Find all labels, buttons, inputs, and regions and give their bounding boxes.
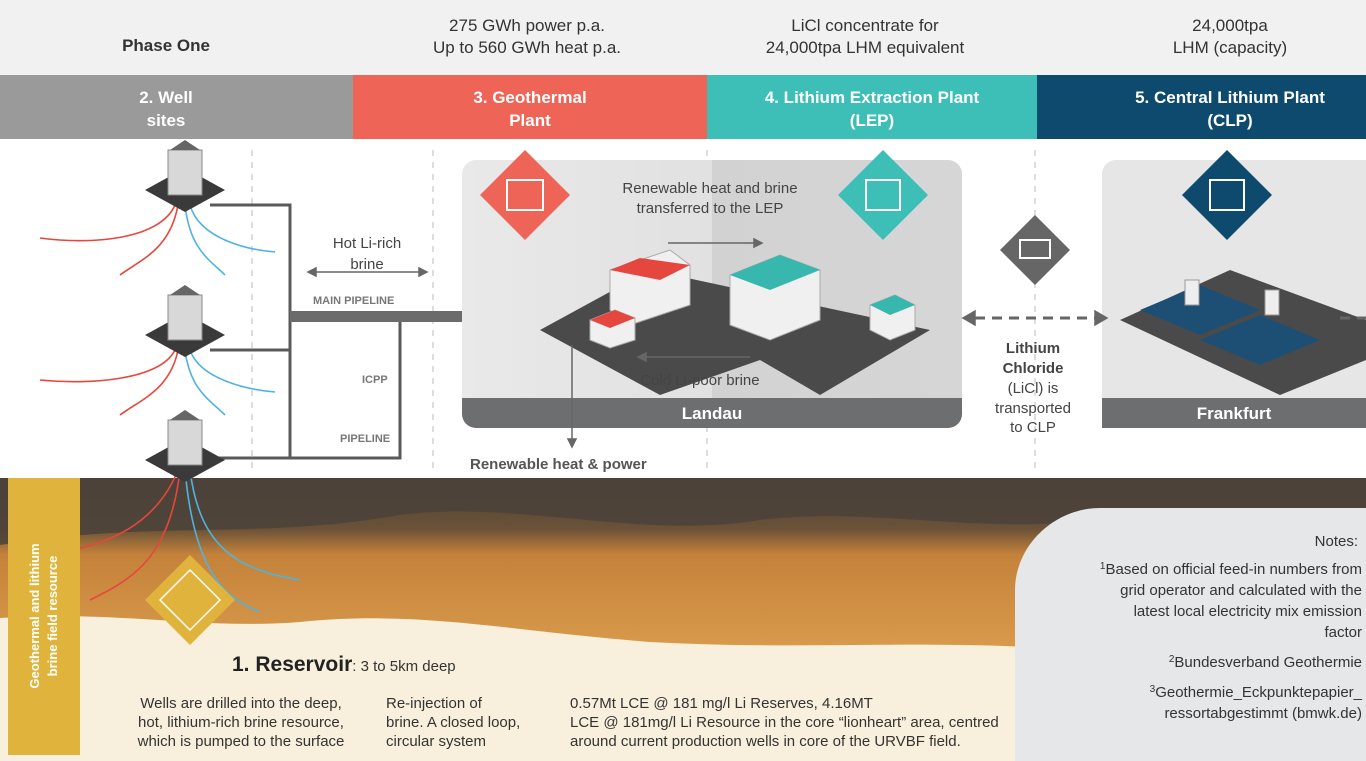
text: Re-injection of: [386, 695, 483, 712]
text: LCE @ 181mg/l Li Resource in the core “l…: [570, 714, 999, 731]
text: Lithium: [1006, 340, 1060, 357]
well-curves-part: [120, 350, 178, 415]
notes-panel-part: 2Bundesverband Geothermie: [1169, 654, 1362, 671]
well-tower: [145, 140, 225, 482]
well-curves-part: [185, 350, 225, 415]
text: Bundesverband Geothermie: [1174, 654, 1362, 671]
pipeline-part: [210, 205, 290, 458]
text: Landau: [682, 404, 742, 423]
notes-panel-part: 3Geothermie_Eckpunktepapier_: [1150, 684, 1363, 701]
notes-panel-part: 1Based on official feed-in numbers from: [1100, 561, 1362, 578]
text: Geothermie_Eckpunktepapier_: [1155, 684, 1362, 701]
stage-icon-part: [1000, 215, 1070, 285]
side-label: Geothermal and lithium brine field resou…: [8, 478, 80, 755]
well-curves-part: [40, 350, 175, 382]
text: Based on official feed-in numbers from: [1105, 561, 1362, 578]
side-label-part: [8, 478, 80, 755]
text: around current production wells in core …: [570, 733, 961, 750]
well-tower-part: [170, 285, 200, 295]
text: Hot Li-rich: [333, 235, 401, 252]
text: ressortabgestimmt (bmwk.de): [1164, 705, 1362, 722]
frankfurt-site-part: [1185, 280, 1199, 305]
header: Phase One 275 GWh power p.a. Up to 560 G…: [0, 0, 1366, 75]
text: latest local electricity mix emission: [1134, 603, 1362, 620]
text: hot, lithium-rich brine resource,: [138, 714, 344, 731]
well-curves-part: [185, 205, 225, 275]
text: 24,000tpa LHM equivalent: [766, 38, 965, 57]
text: 275 GWh power p.a.: [449, 16, 605, 35]
text: 24,000tpa: [1192, 16, 1268, 35]
text: Renewable heat and brine: [622, 180, 797, 197]
text: ICPP: [362, 374, 388, 386]
text: which is pumped to the surface: [137, 733, 345, 750]
text: : 3 to 5km deep: [352, 658, 455, 675]
text: 4. Lithium Extraction Plant: [765, 88, 980, 107]
well-tower-part: [168, 295, 202, 340]
text: 1. Reservoir: [232, 653, 352, 676]
well-curves-part: [40, 205, 175, 241]
text: transported: [995, 400, 1071, 417]
well-tower-part: [170, 140, 200, 150]
text: Plant: [509, 111, 551, 130]
stage-bar: 2. Well sites 3. Geothermal Plant 4. Lit…: [0, 75, 1366, 139]
stage-bar-part: [1037, 75, 1366, 139]
text: (CLP): [1207, 111, 1252, 130]
text: 3. Geothermal: [473, 88, 586, 107]
well-tower-part: [170, 410, 200, 420]
text: Frankfurt: [1197, 404, 1272, 423]
flow-arrow-part: [963, 311, 975, 325]
text: Renewable heat & power: [470, 456, 647, 473]
text: brine. A closed loop,: [386, 714, 520, 731]
well-tower-part: [168, 420, 202, 465]
well-tower-part: [168, 150, 202, 195]
diagram: Phase One 275 GWh power p.a. Up to 560 G…: [0, 0, 1366, 761]
text: grid operator and calculated with the: [1120, 582, 1362, 599]
text: 2. Well: [139, 88, 193, 107]
text: (LEP): [850, 111, 894, 130]
text: Notes:: [1315, 533, 1358, 550]
text: (LiCl) is: [1008, 380, 1059, 397]
text: circular system: [386, 733, 486, 750]
text: MAIN PIPELINE: [313, 295, 394, 307]
text: to CLP: [1010, 419, 1056, 436]
flow-arrow-part: [308, 268, 316, 276]
flow-arrow-part: [419, 268, 427, 276]
text: brine field resource: [45, 556, 60, 677]
text: Up to 560 GWh heat p.a.: [433, 38, 621, 57]
text: Phase One: [122, 36, 210, 55]
well-curves-part: [190, 350, 275, 392]
notes-panel: Notes: 1Based on official feed-in number…: [1015, 508, 1366, 761]
text: LHM (capacity): [1173, 38, 1287, 57]
text: 0.57Mt LCE @ 181 mg/l Li Reserves, 4.16M…: [570, 695, 873, 712]
text: transferred to the LEP: [637, 200, 784, 217]
text: factor: [1324, 624, 1362, 641]
text: 5. Central Lithium Plant: [1135, 88, 1325, 107]
text: brine: [350, 256, 383, 273]
text: PIPELINE: [340, 433, 390, 445]
text: Chloride: [1003, 360, 1064, 377]
text: Cold Li-poor brine: [640, 372, 759, 389]
text: LiCl concentrate for: [791, 16, 939, 35]
notes-panel-part: [1015, 508, 1366, 761]
text: Wells are drilled into the deep,: [140, 695, 342, 712]
flow-arrow-part: [568, 439, 576, 447]
frankfurt-site-part: [1265, 290, 1279, 315]
text: sites: [147, 111, 186, 130]
text: Geothermal and lithium: [27, 543, 42, 688]
well-curves-part: [190, 205, 275, 252]
